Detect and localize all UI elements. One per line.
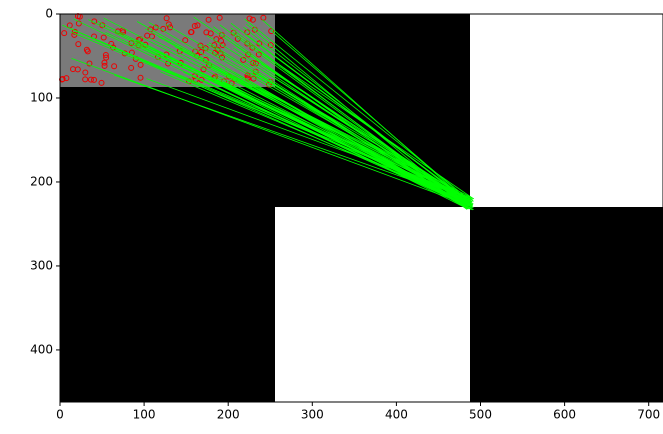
image: [60, 14, 663, 402]
match-line: [91, 37, 471, 202]
keypoint: [211, 42, 218, 49]
keypoint: [163, 15, 170, 22]
keypoint: [98, 79, 105, 86]
match-line: [262, 19, 467, 202]
keypoint: [82, 69, 89, 76]
match-line: [165, 24, 467, 200]
keypoint: [102, 51, 109, 58]
match-line: [234, 44, 474, 208]
keypoint: [167, 24, 174, 31]
x-tick-label: 700: [637, 408, 660, 422]
keypoint: [207, 30, 214, 37]
keypoint: [63, 75, 70, 82]
keypoint: [250, 75, 257, 82]
match-lines: [62, 16, 475, 211]
keypoint: [194, 22, 201, 29]
x-tick-label: 100: [133, 408, 156, 422]
y-tick-label: 300: [30, 258, 53, 272]
keypoint: [218, 38, 225, 45]
keypoint: [268, 28, 275, 35]
match-line: [70, 31, 468, 199]
x-tick-label: 500: [469, 408, 492, 422]
keypoint: [86, 60, 93, 67]
keypoint: [198, 48, 205, 55]
x-tick-label: 200: [217, 408, 240, 422]
keypoint: [82, 76, 89, 83]
white-block: [275, 207, 470, 402]
y-tick-label: 400: [30, 342, 53, 356]
keypoint: [100, 34, 107, 41]
keypoint: [91, 76, 98, 83]
match-line: [244, 62, 471, 209]
match-line: [243, 26, 474, 207]
keypoint: [120, 29, 127, 36]
match-line: [158, 36, 469, 209]
keypoint: [267, 42, 274, 49]
match-line: [230, 27, 467, 208]
keypoint: [137, 74, 144, 81]
x-tick-label: 400: [385, 408, 408, 422]
keypoint: [101, 62, 108, 69]
y-tick-label: 200: [30, 174, 53, 188]
x-tick-label: 0: [56, 408, 64, 422]
match-line: [183, 71, 472, 209]
keypoint: [87, 76, 94, 83]
match-line: [71, 57, 468, 206]
keypoint: [144, 32, 151, 39]
keypoint: [205, 16, 212, 23]
keypoint: [249, 16, 256, 23]
y-tick-label: 0: [45, 7, 53, 21]
keypoint: [111, 63, 118, 70]
keypoint: [75, 20, 82, 27]
keypoint: [137, 61, 144, 68]
axes-frame: [59, 13, 663, 403]
x-tick-label: 300: [301, 408, 324, 422]
keypoint: [200, 66, 207, 73]
y-tick-label: 100: [30, 90, 53, 104]
keypoint: [83, 46, 90, 53]
keypoint: [216, 14, 223, 21]
keypoint: [103, 54, 110, 61]
match-line: [178, 48, 475, 200]
keypoint: [128, 64, 135, 71]
match-line: [270, 29, 472, 204]
keypoint: [203, 29, 210, 36]
keypoint: [255, 51, 262, 58]
keypoint: [188, 28, 195, 35]
match-line: [233, 71, 473, 210]
x-tick-label: 600: [553, 408, 576, 422]
keypoint: [191, 22, 198, 29]
keypoint: [61, 30, 68, 37]
keypoint: [182, 37, 189, 44]
match-line: [233, 47, 473, 209]
white-block: [470, 14, 663, 207]
keypoint: [135, 36, 142, 43]
match-line: [230, 22, 474, 205]
keypoint: [246, 15, 253, 22]
keypoint: [74, 66, 81, 73]
match-line: [223, 82, 472, 206]
keypoint: [202, 45, 209, 52]
keypoint: [75, 41, 82, 48]
